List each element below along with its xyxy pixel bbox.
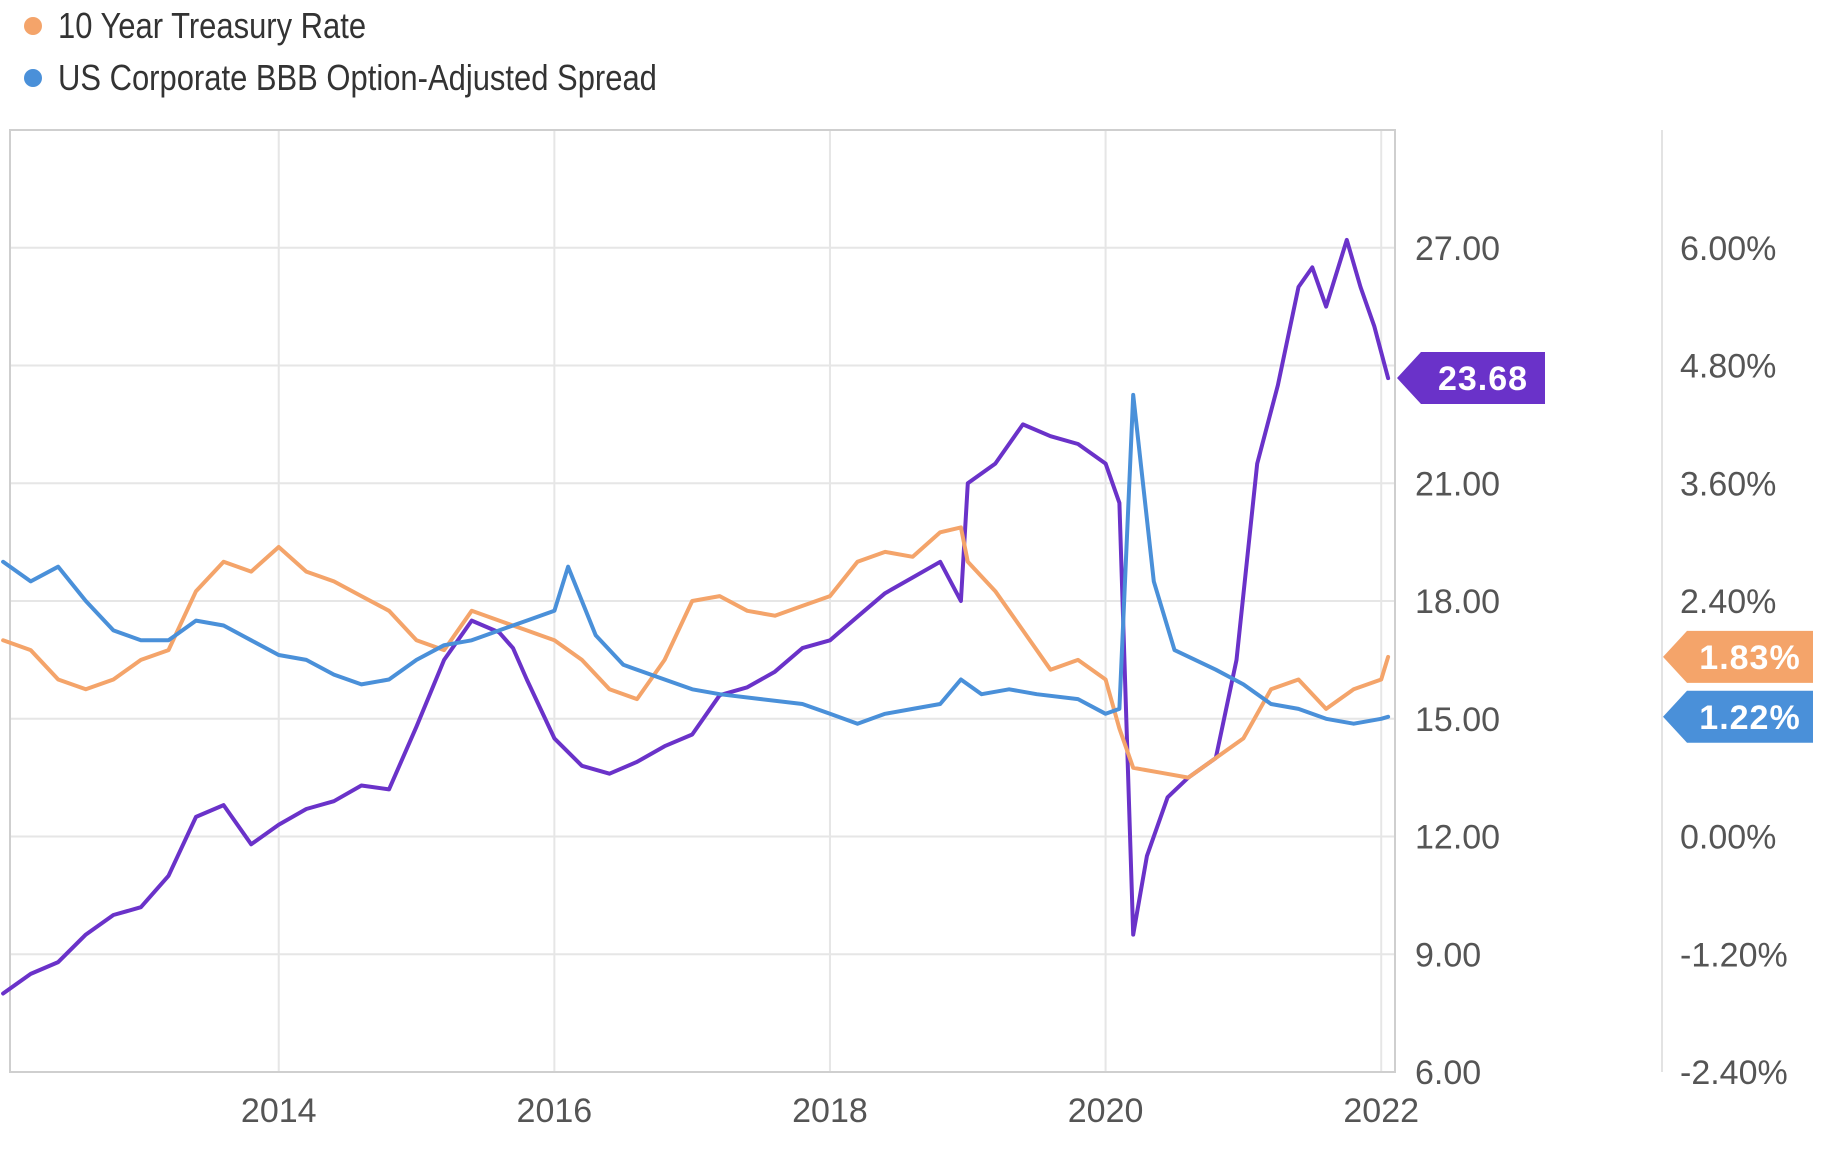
x-tick-label: 2016 — [517, 1092, 593, 1130]
left-tick-label: 27.00 — [1415, 230, 1500, 268]
legend-item-treasury[interactable]: 10 Year Treasury Rate — [24, 0, 754, 52]
series-line-treasury — [1, 525, 1391, 780]
badge-purple-text: 23.68 — [1438, 360, 1528, 398]
value-badges: 23.68 1.83% 1.22% — [1397, 352, 1813, 743]
left-tick-label: 9.00 — [1415, 936, 1481, 974]
left-tick-label: 6.00 — [1415, 1054, 1481, 1092]
badge-purple-shape — [1397, 352, 1545, 405]
left-tick-label: 15.00 — [1415, 701, 1500, 739]
plot-frame — [9, 129, 1396, 1073]
right-tick-label: 3.60% — [1680, 465, 1776, 503]
legend: 10 Year Treasury Rate US Corporate BBB O… — [24, 0, 754, 104]
right-tick-label: 6.00% — [1680, 230, 1776, 268]
right-tick-label: -1.20% — [1680, 936, 1788, 974]
series-layer — [1, 237, 1391, 996]
badge-bbb-spread-shape — [1663, 690, 1813, 743]
left-tick-label: 21.00 — [1415, 465, 1500, 503]
x-axis: 2014 2016 2018 2020 2022 — [241, 1092, 1419, 1130]
legend-label: US Corporate BBB Option-Adjusted Spread — [58, 57, 657, 98]
badge-bbb-spread-text: 1.22% — [1699, 699, 1800, 737]
legend-label: 10 Year Treasury Rate — [58, 5, 367, 46]
left-tick-label: 18.00 — [1415, 583, 1500, 621]
x-tick-label: 2022 — [1343, 1092, 1419, 1130]
series-line-purple — [1, 237, 1391, 996]
x-tick-label: 2020 — [1068, 1092, 1144, 1130]
x-tick-label: 2018 — [792, 1092, 868, 1130]
right-tick-label: 0.00% — [1680, 819, 1776, 857]
right-tick-label: 4.80% — [1680, 348, 1776, 386]
x-tick-label: 2014 — [241, 1092, 317, 1130]
series-line-bbb-spread — [1, 392, 1391, 726]
legend-item-bbb-spread[interactable]: US Corporate BBB Option-Adjusted Spread — [24, 52, 754, 104]
right-tick-label: 2.40% — [1680, 583, 1776, 621]
badge-treasury-shape — [1663, 630, 1813, 683]
right-tick-label: -2.40% — [1680, 1054, 1788, 1092]
legend-dot-icon — [24, 17, 42, 35]
legend-dot-icon — [24, 69, 42, 87]
left-tick-label: 12.00 — [1415, 819, 1500, 857]
badge-treasury-text: 1.83% — [1699, 639, 1800, 677]
